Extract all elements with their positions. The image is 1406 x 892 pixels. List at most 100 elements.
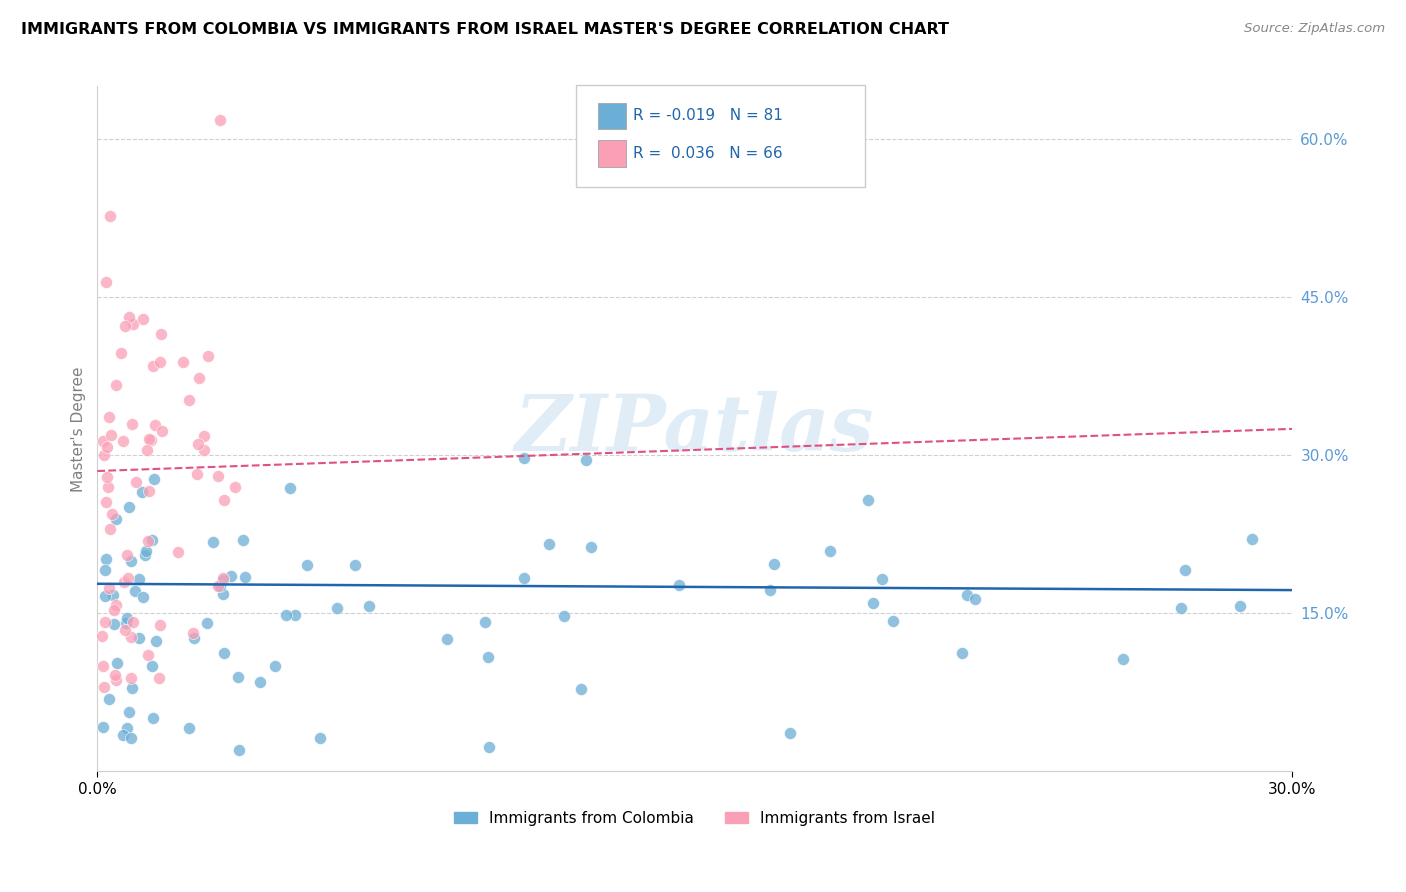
- Point: [197, 350, 219, 364]
- Point: [278, 481, 301, 495]
- Point: [98, 209, 121, 223]
- Point: [226, 669, 249, 683]
- Point: [110, 345, 132, 359]
- Point: [91, 434, 114, 449]
- Point: [135, 442, 157, 457]
- Point: [142, 711, 165, 725]
- Point: [284, 607, 307, 622]
- Legend: Immigrants from Colombia, Immigrants from Israel: Immigrants from Colombia, Immigrants fro…: [449, 805, 941, 832]
- Point: [122, 318, 145, 332]
- Point: [120, 731, 142, 745]
- Point: [1240, 532, 1263, 546]
- Point: [297, 558, 319, 573]
- Point: [136, 648, 159, 662]
- Point: [96, 440, 118, 454]
- Point: [91, 720, 114, 734]
- Point: [211, 573, 233, 587]
- Point: [104, 673, 127, 687]
- Point: [214, 493, 236, 508]
- Point: [274, 608, 297, 623]
- Point: [120, 671, 142, 685]
- Point: [187, 437, 209, 451]
- Point: [249, 675, 271, 690]
- Point: [100, 427, 122, 442]
- Point: [114, 318, 136, 333]
- Point: [141, 658, 163, 673]
- Point: [111, 434, 134, 448]
- Y-axis label: Master's Degree: Master's Degree: [72, 366, 86, 491]
- Point: [956, 588, 979, 602]
- Text: R =  0.036   N = 66: R = 0.036 N = 66: [633, 146, 782, 161]
- Point: [94, 589, 117, 603]
- Point: [118, 500, 141, 514]
- Point: [186, 467, 208, 482]
- Point: [132, 590, 155, 604]
- Point: [759, 583, 782, 598]
- Point: [950, 646, 973, 660]
- Point: [308, 731, 330, 745]
- Point: [139, 433, 162, 447]
- Point: [120, 554, 142, 568]
- Point: [512, 571, 534, 585]
- Point: [179, 721, 201, 735]
- Point: [188, 371, 211, 385]
- Point: [474, 615, 496, 630]
- Text: IMMIGRANTS FROM COLOMBIA VS IMMIGRANTS FROM ISRAEL MASTER'S DEGREE CORRELATION C: IMMIGRANTS FROM COLOMBIA VS IMMIGRANTS F…: [21, 22, 949, 37]
- Point: [212, 587, 235, 601]
- Point: [97, 692, 120, 706]
- Point: [150, 327, 173, 342]
- Point: [149, 355, 172, 369]
- Point: [228, 743, 250, 757]
- Point: [94, 563, 117, 577]
- Point: [117, 611, 139, 625]
- Point: [93, 680, 115, 694]
- Point: [145, 633, 167, 648]
- Text: Source: ZipAtlas.com: Source: ZipAtlas.com: [1244, 22, 1385, 36]
- Point: [97, 581, 120, 595]
- Point: [121, 417, 143, 431]
- Point: [193, 443, 215, 458]
- Point: [575, 452, 598, 467]
- Point: [478, 740, 501, 755]
- Point: [152, 424, 174, 438]
- Point: [436, 632, 458, 646]
- Point: [193, 429, 215, 443]
- Point: [103, 603, 125, 617]
- Point: [96, 470, 118, 484]
- Point: [965, 591, 987, 606]
- Point: [96, 495, 118, 509]
- Point: [207, 469, 229, 483]
- Point: [103, 617, 125, 632]
- Point: [762, 558, 785, 572]
- Point: [122, 615, 145, 629]
- Point: [111, 728, 134, 742]
- Point: [1112, 652, 1135, 666]
- Point: [212, 647, 235, 661]
- Point: [1170, 601, 1192, 615]
- Point: [94, 275, 117, 289]
- Point: [138, 483, 160, 498]
- Point: [513, 450, 536, 465]
- Point: [132, 312, 155, 326]
- Point: [124, 584, 146, 599]
- Point: [141, 533, 163, 547]
- Point: [124, 475, 146, 490]
- Point: [131, 485, 153, 500]
- Point: [264, 658, 287, 673]
- Point: [143, 418, 166, 433]
- Point: [105, 657, 128, 671]
- Point: [870, 572, 893, 586]
- Point: [112, 574, 135, 589]
- Point: [143, 472, 166, 486]
- Point: [138, 432, 160, 446]
- Point: [820, 544, 842, 558]
- Point: [326, 601, 349, 615]
- Point: [209, 579, 232, 593]
- Point: [128, 573, 150, 587]
- Point: [207, 579, 229, 593]
- Text: ZIPatlas: ZIPatlas: [515, 391, 875, 467]
- Point: [553, 609, 575, 624]
- Point: [219, 569, 242, 583]
- Point: [569, 682, 592, 697]
- Point: [98, 410, 121, 425]
